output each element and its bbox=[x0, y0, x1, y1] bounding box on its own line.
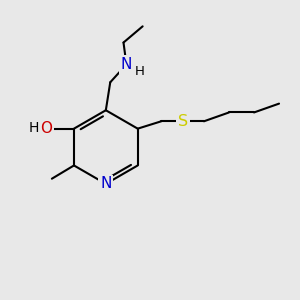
Text: O: O bbox=[40, 121, 52, 136]
Text: H: H bbox=[29, 121, 39, 135]
Text: H: H bbox=[135, 65, 145, 79]
Text: S: S bbox=[178, 114, 188, 129]
Text: N: N bbox=[121, 57, 132, 72]
Text: N: N bbox=[100, 176, 112, 191]
